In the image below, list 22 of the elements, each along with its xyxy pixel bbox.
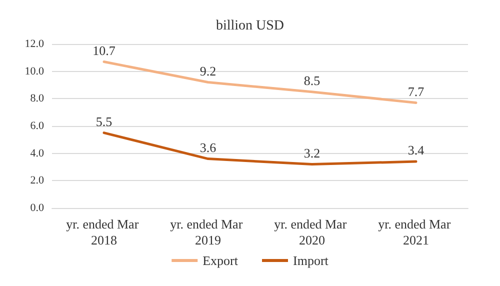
data-label: 3.2 xyxy=(304,145,320,160)
y-tick-label: 12.0 xyxy=(24,38,44,50)
chart-title: billion USD xyxy=(216,18,284,34)
y-tick-label: 6.0 xyxy=(30,120,44,132)
data-label: 8.5 xyxy=(304,72,320,88)
legend-label: Export xyxy=(202,253,238,268)
x-tick-label: yr. ended Mar 2021 xyxy=(378,216,454,248)
data-label: 3.6 xyxy=(200,140,217,155)
data-label: 9.2 xyxy=(200,63,216,78)
y-tick-label: 10.0 xyxy=(24,65,44,78)
x-tick-label: yr. ended Mar 2019 xyxy=(170,216,246,248)
y-tick-label: 8.0 xyxy=(30,92,44,105)
legend-label: Import xyxy=(293,253,329,268)
y-tick-label: 4.0 xyxy=(30,147,44,160)
data-label: 3.4 xyxy=(408,142,425,158)
y-tick-label: 0.0 xyxy=(30,202,44,214)
data-label: 10.7 xyxy=(92,42,116,58)
x-tick-label: yr. ended Mar 2020 xyxy=(274,216,350,248)
data-label: 7.7 xyxy=(408,84,425,99)
x-tick-label: yr. ended Mar 2018 xyxy=(66,216,142,248)
data-label: 5.5 xyxy=(96,114,112,129)
y-tick-label: 2.0 xyxy=(30,174,44,187)
